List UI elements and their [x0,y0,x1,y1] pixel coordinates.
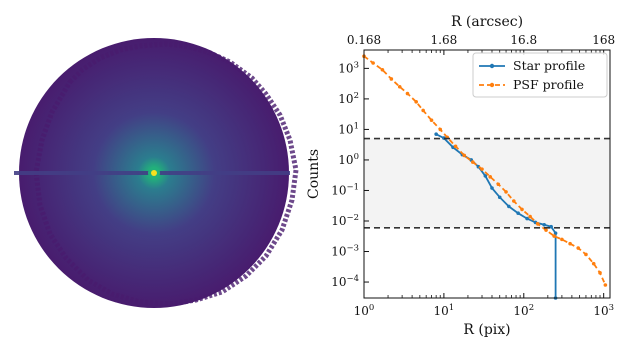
series-0-point-0 [434,132,438,136]
series-1-point-18 [512,199,516,203]
series-1-point-7 [421,108,425,113]
y-tick-label-3: 10−1 [331,182,359,197]
series-1-point-30 [603,283,608,287]
series-1-point-21 [536,222,540,226]
series-1-point-8 [429,118,434,123]
y-tick-label-1: 10−3 [331,244,359,259]
x-tick-label-2: 102 [513,303,534,318]
series-1-point-2 [380,67,385,72]
series-0-point-11 [525,216,529,221]
star-peak [151,170,157,176]
series-1-point-16 [496,182,501,187]
series-1-point-6 [414,100,418,104]
series-0-point-7 [490,186,494,190]
series-1-point-23 [552,234,556,238]
series-1-point-27 [584,252,588,257]
series-1-point-17 [504,190,508,194]
y-tick-label-4: 100 [338,152,359,167]
legend: Star profile PSF profile [472,52,608,98]
legend-label-psf: PSF profile [513,77,584,92]
series-0-point-14 [549,224,553,229]
series-1-point-15 [488,175,493,179]
hline-layer [364,137,610,229]
series-1-point-14 [480,167,484,171]
y-tick-label-6: 102 [338,91,359,106]
y-tick-label-2: 10−2 [331,213,359,228]
legend-label-star: Star profile [513,58,585,73]
series-1-point-26 [576,246,581,250]
series-1-point-1 [371,61,375,65]
shaded-band [364,138,610,228]
series-0-point-10 [516,211,520,216]
series-1-point-20 [528,214,532,219]
top-axis-label: R (arcsec) [451,14,523,30]
series-1-point-28 [591,261,596,266]
series-0-point-9 [507,204,511,209]
x-tick-label-0: 100 [354,303,375,318]
series-1-point-11 [453,144,458,149]
series-1-point-25 [568,241,572,246]
y-tick-label-5: 101 [338,121,359,136]
series-1-point-12 [462,153,467,158]
profile-chart: 100 101 102 103 0.168 1.68 16.8 168 10−4 10−3 10−2… [306,14,615,338]
y-tick-label-0: 10−4 [331,274,359,289]
series-1-point-4 [397,84,402,89]
plot-frame [363,49,611,299]
x-tick-label-1: 101 [434,303,455,318]
y-tick-label-7: 103 [338,60,359,75]
legend-box [472,52,608,98]
legend-marker-star [489,63,495,69]
series-layer [362,54,608,300]
series-0-point-6 [483,174,488,178]
series-0-point-8 [497,195,502,200]
series-0-point-13 [542,223,546,227]
star-image [14,38,299,308]
shaded-band-layer [364,138,610,228]
y-axis-label: Counts [306,149,322,199]
x-tick-label-3: 103 [593,303,614,318]
series-1-point-13 [470,160,475,164]
x2-tick-label-1: 1.68 [431,33,458,47]
series-1-point-19 [520,207,524,212]
series-1-point-9 [438,127,443,132]
series-1-point-22 [544,228,548,232]
series-1-point-3 [389,77,394,81]
series-0-point-15 [553,231,558,235]
series-1-point-29 [598,271,602,275]
star-ragged-edge [33,41,299,307]
x2-tick-label-2: 16.8 [510,33,537,47]
x2-tick-label-3: 168 [592,33,615,47]
x2-tick-label-0: 0.168 [347,33,381,47]
series-1-point-24 [560,237,564,242]
legend-marker-psf [489,82,495,88]
series-1-point-5 [405,91,410,96]
x-axis-label: R (pix) [463,322,510,338]
